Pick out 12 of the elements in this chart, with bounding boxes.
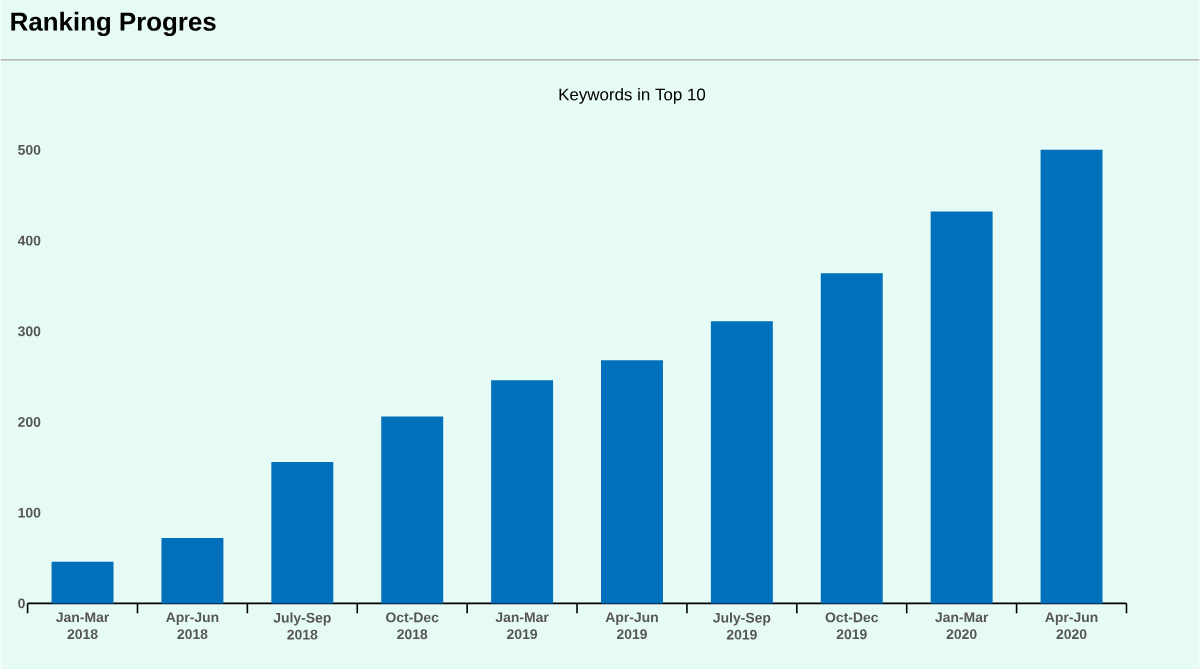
- bar: [601, 360, 663, 604]
- bar: [1040, 150, 1103, 604]
- bar: [51, 562, 114, 604]
- bar: [710, 321, 773, 604]
- bar: [491, 380, 554, 604]
- bar: [820, 273, 883, 604]
- chart-subtitle: Keywords in Top 10: [559, 88, 706, 105]
- bar: [271, 462, 334, 604]
- bar: [930, 211, 993, 604]
- chart-title: Ranking Progres: [11, 12, 216, 37]
- bar: [161, 538, 224, 604]
- bar: [381, 416, 444, 604]
